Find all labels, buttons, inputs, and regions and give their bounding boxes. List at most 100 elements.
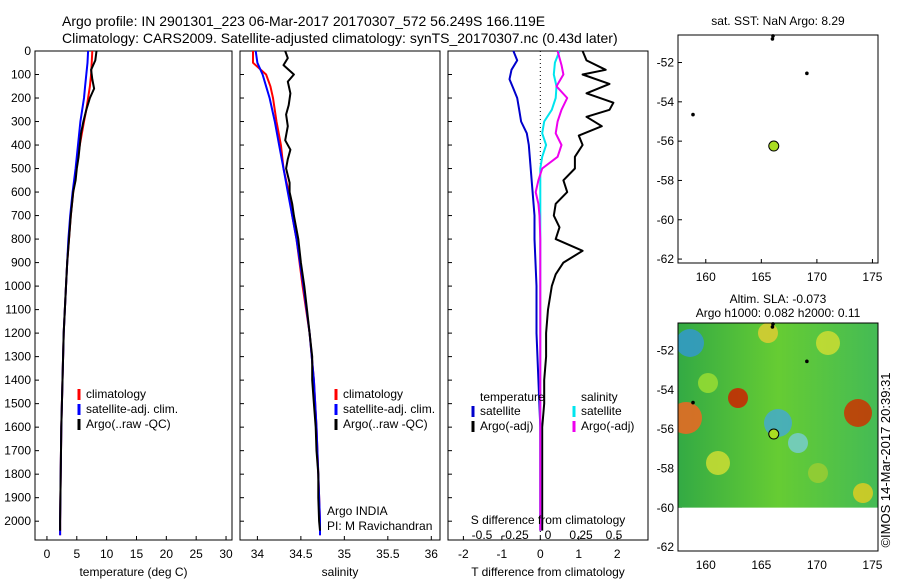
- depth-tick-label: 500: [11, 162, 31, 176]
- depth-tick-label: 400: [11, 138, 31, 152]
- sla-anomaly-blob: [728, 388, 748, 408]
- map-x-tick-label: 160: [696, 558, 716, 572]
- s-tick-label: 0.5: [606, 528, 623, 542]
- sla-map-title-line2: Argo h1000: 0.082 h2000: 0.11: [696, 306, 861, 320]
- depth-tick-label: 900: [11, 256, 31, 270]
- depth-tick-label: 0: [24, 44, 31, 58]
- map-y-tick-label: -62: [657, 252, 675, 266]
- sla-map-title-line1: Altim. SLA: -0.073: [730, 292, 827, 306]
- map-x-tick-label: 170: [807, 558, 827, 572]
- x-tick-label: 1: [575, 547, 582, 561]
- sla-anomaly-blob: [758, 323, 778, 343]
- sla-anomaly-blob: [816, 331, 840, 355]
- depth-tick-label: 1300: [4, 350, 31, 364]
- depth-tick-label: 1200: [4, 326, 31, 340]
- depth-tick-label: 1000: [4, 279, 31, 293]
- x-tick-label: 15: [130, 547, 144, 561]
- legend-entry: climatology: [86, 387, 146, 401]
- series-argo-raw-qc: [59, 50, 98, 531]
- x-tick-label: 20: [160, 547, 174, 561]
- legend-entry: satellite-adj. clim.: [86, 402, 178, 416]
- island-marker: [691, 112, 695, 117]
- map-x-tick-label: 165: [751, 270, 771, 284]
- argo-program-label: Argo INDIA: [327, 504, 388, 518]
- map-y-tick-label: -60: [657, 213, 675, 227]
- s-tick-label: -0.5: [472, 528, 493, 542]
- legend-title-salinity: salinity: [581, 390, 618, 404]
- x-tick-label: 2: [614, 547, 621, 561]
- float-position-marker: [768, 140, 780, 152]
- island-marker: [805, 71, 809, 76]
- profile-panel-2: [239, 50, 441, 541]
- x-tick-label: -2: [458, 547, 469, 561]
- map-y-tick-label: -54: [657, 383, 675, 397]
- depth-tick-label: 200: [11, 91, 31, 105]
- legend-entry: satellite: [581, 404, 622, 418]
- map-x-tick-label: 165: [751, 558, 771, 572]
- legend-entry: Argo(..raw -QC): [86, 417, 171, 431]
- depth-tick-label: 1500: [4, 397, 31, 411]
- island-marker: [771, 322, 775, 326]
- s-tick-label: -0.25: [501, 528, 529, 542]
- x-tick-label: -1: [497, 547, 508, 561]
- depth-tick-label: 1800: [4, 467, 31, 481]
- map-x-tick-label: 170: [807, 270, 827, 284]
- island-marker: [770, 37, 775, 41]
- depth-tick-label: 800: [11, 232, 31, 246]
- sla-anomaly-blob: [808, 463, 828, 483]
- sla-anomaly-blob: [678, 329, 704, 357]
- depth-tick-label: 2000: [4, 514, 31, 528]
- imos-timestamp: ©IMOS 14-Mar-2017 20:39:31: [878, 372, 893, 547]
- map-y-tick-label: -58: [657, 461, 675, 475]
- x-axis-label: salinity: [322, 565, 359, 579]
- legend-title-temperature: temperature: [480, 390, 545, 404]
- sst-map-title: sat. SST: NaN Argo: 8.29: [711, 14, 845, 28]
- map-y-tick-label: -60: [657, 501, 675, 515]
- legend-entry: Argo(-adj): [581, 419, 634, 433]
- map-x-tick-label: 175: [862, 558, 882, 572]
- series-salinity-argo-adj: [534, 50, 569, 531]
- map-y-tick-label: -62: [657, 540, 675, 554]
- map-y-tick-label: -54: [657, 95, 675, 109]
- s-tick-label: 0: [545, 528, 552, 542]
- series-argo-raw-qc: [282, 50, 321, 531]
- s-axis-label: S difference from climatology: [471, 513, 626, 527]
- legend-entry: Argo(-adj): [480, 419, 533, 433]
- map-y-tick-label: -58: [657, 173, 675, 187]
- legend-entry: satellite: [480, 404, 521, 418]
- profile-panel-1: [34, 50, 233, 541]
- depth-tick-label: 700: [11, 209, 31, 223]
- depth-tick-label: 300: [11, 115, 31, 129]
- sla-anomalies: [678, 323, 873, 503]
- island-marker: [691, 400, 695, 405]
- series-temperature-argo-adj: [541, 50, 615, 531]
- x-tick-label: 25: [190, 547, 204, 561]
- sla-anomaly-blob: [678, 402, 702, 434]
- sla-anomaly-blob: [698, 373, 718, 393]
- depth-tick-label: 100: [11, 68, 31, 82]
- sla-anomaly-blob: [853, 483, 873, 503]
- x-tick-label: 35: [338, 547, 352, 561]
- island-marker: [771, 34, 775, 38]
- x-tick-label: 0: [44, 547, 51, 561]
- x-tick-label: 35.5: [376, 547, 400, 561]
- depth-tick-label: 1100: [5, 303, 31, 317]
- s-tick-label: 0.25: [569, 528, 593, 542]
- map-y-tick-label: -56: [657, 134, 675, 148]
- pi-name-label: PI: M Ravichandran: [327, 519, 432, 533]
- depth-tick-label: 600: [11, 185, 31, 199]
- legend-entry: climatology: [343, 387, 403, 401]
- profile-title: Argo profile: IN 2901301_223 06-Mar-2017…: [62, 13, 546, 29]
- x-tick-label: 34: [251, 547, 265, 561]
- profile-panel-3: [447, 50, 649, 541]
- x-axis-label: temperature (deg C): [79, 565, 187, 579]
- map-frame-sst: [677, 34, 879, 264]
- map-y-tick-label: -52: [657, 344, 675, 358]
- x-axis-label: T difference from climatology: [471, 565, 625, 579]
- legend-entry: Argo(..raw -QC): [343, 417, 428, 431]
- island-marker: [770, 325, 775, 329]
- x-tick-label: 10: [100, 547, 114, 561]
- x-tick-label: 0: [537, 547, 544, 561]
- map-y-tick-label: -52: [657, 56, 675, 70]
- climatology-title: Climatology: CARS2009. Satellite-adjuste…: [62, 30, 618, 46]
